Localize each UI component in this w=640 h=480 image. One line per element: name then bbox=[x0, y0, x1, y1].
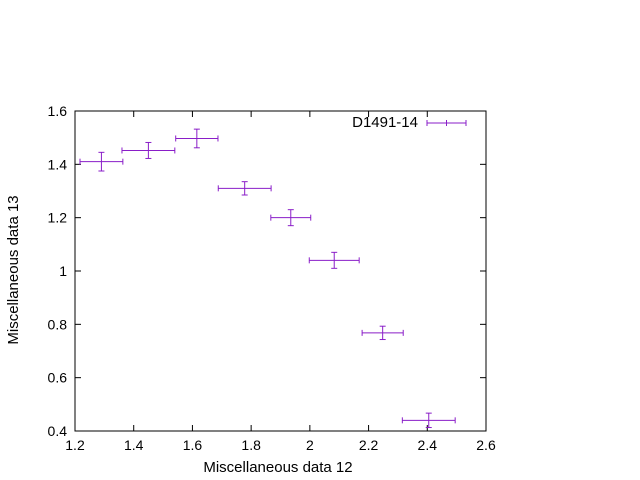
data-point bbox=[175, 128, 219, 149]
legend: D1491-14 bbox=[352, 114, 467, 131]
data-point bbox=[361, 325, 404, 341]
x-axis-label: Miscellaneous data 12 bbox=[203, 459, 352, 476]
y-tick-label: 0.8 bbox=[48, 316, 68, 332]
x-tick-label: 2.2 bbox=[359, 437, 379, 453]
y-tick-label: 0.4 bbox=[48, 423, 68, 439]
y-tick-labels: 0.4 0.6 0.8 1 1.2 1.4 1.6 bbox=[48, 103, 68, 439]
x-tick-label: 1.6 bbox=[183, 437, 203, 453]
plot-frame bbox=[74, 110, 487, 432]
x-tick-label: 2.4 bbox=[418, 437, 438, 453]
y-tick-label: 1.4 bbox=[48, 156, 68, 172]
x-tick-label: 2 bbox=[306, 437, 314, 453]
legend-sample bbox=[426, 120, 467, 126]
x-tick-label: 2.6 bbox=[476, 437, 496, 453]
y-tick-label: 1 bbox=[59, 263, 67, 279]
data-points bbox=[79, 128, 456, 429]
x-tick-labels: 1.2 1.4 1.6 1.8 2 2.2 2.4 2.6 bbox=[65, 437, 496, 453]
x-tick-label: 1.2 bbox=[65, 437, 85, 453]
y-tick-label: 1.2 bbox=[48, 210, 68, 226]
x-tick-label: 1.8 bbox=[241, 437, 261, 453]
data-point bbox=[121, 141, 176, 159]
x-tick-label: 1.4 bbox=[124, 437, 144, 453]
y-tick-label: 0.6 bbox=[48, 370, 68, 386]
data-point bbox=[79, 151, 124, 172]
axis-ticks bbox=[74, 110, 487, 432]
y-tick-label: 1.6 bbox=[48, 103, 68, 119]
data-point bbox=[270, 209, 312, 227]
data-point bbox=[308, 251, 360, 269]
legend-label: D1491-14 bbox=[352, 114, 418, 131]
y-axis-label: Miscellaneous data 13 bbox=[5, 195, 22, 344]
data-point bbox=[401, 412, 456, 429]
data-point bbox=[217, 181, 272, 196]
